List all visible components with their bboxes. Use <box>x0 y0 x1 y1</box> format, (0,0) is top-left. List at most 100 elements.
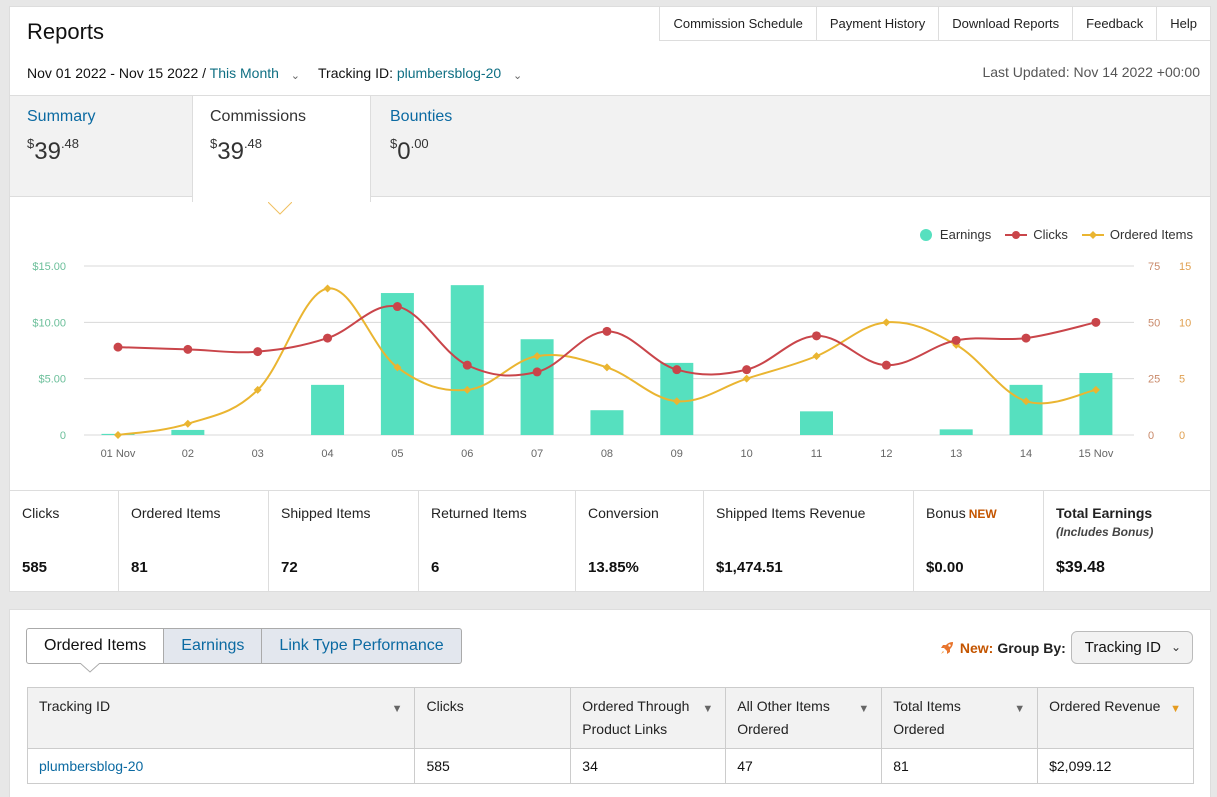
earnings-bar <box>311 384 345 435</box>
col-all-other-items[interactable]: All Other Items Ordered ▼ <box>725 687 883 749</box>
nav-download-reports[interactable]: Download Reports <box>939 7 1074 40</box>
tab-bounties[interactable]: Bounties $0.00 <box>373 96 573 196</box>
stat-ordered-items: Ordered Items 81 <box>119 491 269 592</box>
left-axis-tick: $15.00 <box>32 261 66 273</box>
active-tab-caret-icon <box>268 202 292 215</box>
stat-shipped-revenue: Shipped Items Revenue $1,474.51 <box>704 491 914 592</box>
legend-earnings[interactable]: Earnings <box>919 227 992 242</box>
chevron-down-icon: ⌄ <box>290 70 301 82</box>
legend-ordered-items[interactable]: Ordered Items <box>1081 227 1193 242</box>
group-by: New: Group By: Tracking ID ⌄ <box>939 631 1193 664</box>
right-outer-axis-tick: 25 <box>1148 374 1160 386</box>
group-by-select[interactable]: Tracking ID ⌄ <box>1070 631 1193 664</box>
stat-sublabel: (Includes Bonus) <box>1056 525 1154 539</box>
nav-feedback[interactable]: Feedback <box>1073 7 1158 40</box>
tab-commissions-amount: $39.48 <box>210 136 263 165</box>
stat-label: Clicks <box>22 505 60 521</box>
summary-tabs: Summary $39.48 Commissions $39.48 Bounti… <box>10 95 1210 202</box>
nav-payment-history[interactable]: Payment History <box>817 7 940 40</box>
earnings-chart: 0 $5.00 $10.00 $15.00 0 25 50 75 0 5 10 15 01 Nov 02 0… <box>10 198 1210 490</box>
tracking-id-selector[interactable]: Tracking ID: plumbersblog-20 ⌄ <box>318 65 523 82</box>
legend-clicks[interactable]: Clicks <box>1005 227 1068 242</box>
clicks-point <box>742 365 752 375</box>
tab-summary-label: Summary <box>27 108 96 125</box>
col-ordered-through-links[interactable]: Ordered Through Product Links ▼ <box>570 687 727 749</box>
tab-earnings[interactable]: Earnings <box>164 628 263 664</box>
x-axis-tick: 02 <box>182 448 194 460</box>
chevron-down-icon: ⌄ <box>513 70 523 82</box>
earnings-bar <box>1079 373 1113 435</box>
active-tab-caret-icon <box>80 663 100 673</box>
right-inner-axis-tick: 15 <box>1179 261 1191 273</box>
cell-ordered-revenue: $2,099.12 <box>1037 748 1194 784</box>
clicks-point <box>1021 333 1031 343</box>
right-inner-axis-tick: 10 <box>1179 317 1191 329</box>
nav-help[interactable]: Help <box>1170 16 1197 31</box>
ordered-items-point <box>183 419 192 428</box>
clicks-point <box>672 365 682 375</box>
stat-returned-items: Returned Items 6 <box>419 491 576 592</box>
tab-bounties-amount: $0.00 <box>390 136 429 165</box>
ordered-items-point <box>1091 385 1100 394</box>
clicks-point <box>253 347 263 357</box>
tab-commissions[interactable]: Commissions $39.48 <box>192 96 371 202</box>
cell-all-other-items: 47 <box>725 748 883 784</box>
chevron-down-icon: ⌄ <box>1170 640 1181 654</box>
ordered-items-point <box>323 284 332 293</box>
clicks-point <box>881 360 891 370</box>
sort-active-icon[interactable]: ▼ <box>1170 703 1181 715</box>
ordered-items-point <box>672 397 681 406</box>
legend-earnings-label: Earnings <box>939 227 992 242</box>
tab-ordered-items[interactable]: Ordered Items <box>26 628 165 664</box>
stats-row: Clicks 585 Ordered Items 81 Shipped Item… <box>10 490 1210 592</box>
earnings-bar <box>171 429 205 435</box>
x-axis-tick: 04 <box>321 448 333 460</box>
sort-icon[interactable]: ▼ <box>391 703 403 715</box>
sort-icon[interactable]: ▼ <box>702 703 714 715</box>
col-ordered-revenue[interactable]: Ordered Revenue ▼ <box>1037 687 1194 749</box>
left-axis-tick: 0 <box>60 430 66 442</box>
x-axis-tick: 14 <box>1020 448 1032 460</box>
stat-value: $0.00 <box>926 559 964 576</box>
date-separator: / <box>202 65 207 81</box>
clicks-point <box>532 367 542 377</box>
stat-label: Total Earnings <box>1056 505 1153 521</box>
col-tracking-id[interactable]: Tracking ID ▼ <box>26 687 416 749</box>
col-total-items[interactable]: Total Items Ordered ▼ <box>881 687 1039 749</box>
stat-shipped-items: Shipped Items 72 <box>269 491 419 592</box>
clicks-point <box>951 335 961 345</box>
stat-value: 81 <box>131 559 148 576</box>
tab-link-type-performance[interactable]: Link Type Performance <box>262 628 462 664</box>
x-axis-tick: 03 <box>252 448 264 460</box>
cell-ordered-through-links: 34 <box>570 748 727 784</box>
legend-clicks-label: Clicks <box>1033 227 1068 242</box>
right-outer-axis-tick: 50 <box>1148 317 1160 329</box>
stat-label: Returned Items <box>431 505 527 521</box>
ordered-items-point <box>253 385 262 394</box>
col-clicks[interactable]: Clicks <box>414 687 572 749</box>
cell-total-items: 81 <box>881 748 1039 784</box>
x-axis-tick: 09 <box>671 448 683 460</box>
date-range-selector[interactable]: Nov 01 2022 - Nov 15 2022 / This Month ⌄ <box>27 65 301 82</box>
tab-summary[interactable]: Summary $39.48 <box>10 96 192 196</box>
period-link: This Month <box>209 65 279 81</box>
x-axis-tick: 08 <box>601 448 613 460</box>
report-tabs: Ordered Items Earnings Link Type Perform… <box>26 628 462 664</box>
stat-label: Shipped Items <box>281 505 371 521</box>
page-title: Reports <box>27 19 105 44</box>
stat-value: 72 <box>281 559 298 576</box>
stat-label: Bonus NEW <box>926 505 997 521</box>
earnings-dot-icon <box>919 228 932 241</box>
reports-panel: Reports Commission Schedule Payment Hist… <box>9 6 1211 592</box>
x-axis-tick: 06 <box>461 448 473 460</box>
sort-icon[interactable]: ▼ <box>1014 703 1026 715</box>
date-range: Nov 01 2022 - Nov 15 2022 <box>27 65 199 81</box>
stat-label: Shipped Items Revenue <box>716 505 866 521</box>
clicks-point <box>323 333 333 343</box>
cell-tracking-id[interactable]: plumbersblog-20 <box>26 748 416 784</box>
rocket-icon <box>940 641 953 654</box>
right-outer-axis-tick: 75 <box>1148 261 1160 273</box>
nav-commission-schedule[interactable]: Commission Schedule <box>660 7 817 40</box>
chart-legend: Earnings Clicks Ordered Items <box>906 227 1193 242</box>
sort-icon[interactable]: ▼ <box>858 703 870 715</box>
